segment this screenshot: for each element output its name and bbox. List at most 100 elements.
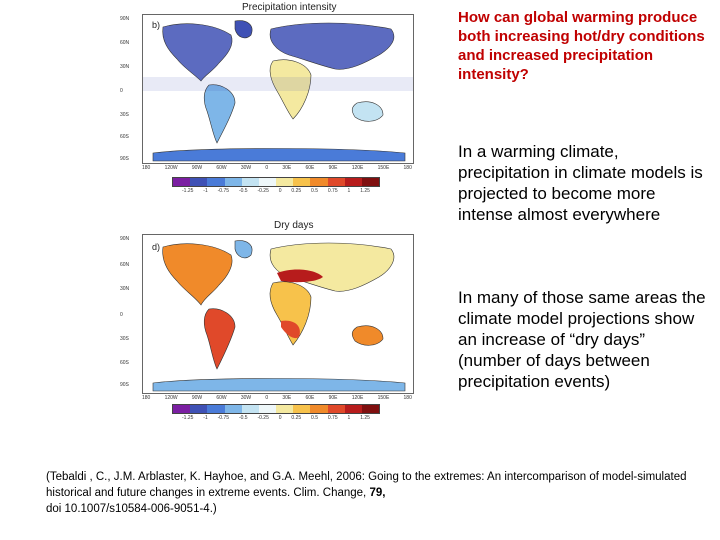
legend-tick: -0.75 (217, 188, 230, 194)
lat-label: 90S (120, 156, 129, 162)
legend-tick: -1 (203, 415, 208, 421)
antarctica-shape (152, 148, 406, 162)
south-america-shape (203, 84, 236, 144)
lon-label: 60W (216, 165, 227, 171)
legend-ticks: -1.25 -1 -0.75 -0.5 -0.25 0 0.25 0.5 0.7… (172, 415, 380, 421)
legend-tick: -0.75 (217, 415, 230, 421)
lon-label: 150E (377, 395, 390, 401)
lat-label: 60S (120, 360, 129, 366)
legend-tick: -1.25 (182, 415, 194, 421)
legend-swatch (241, 178, 259, 186)
paragraph-dry-days: In many of those same areas the climate … (458, 288, 706, 391)
lon-label: 90W (191, 395, 203, 401)
southern-africa-dry-zone (281, 320, 300, 339)
south-america-shape (203, 308, 236, 370)
legend-swatch (344, 405, 362, 413)
north-america-shape (162, 243, 233, 306)
legend-tick: 0 (278, 415, 282, 421)
legend-tick: 0.5 (311, 415, 318, 421)
tropical-ocean-band (143, 77, 413, 91)
legend-tick: 0.75 (327, 188, 338, 194)
legend-tick: -0.5 (238, 188, 248, 194)
paragraph-intensity: In a warming climate, precipitation in c… (458, 142, 703, 224)
dry-days-lon-labels: 180 120W 90W 60W 30W 0 30E 60E 90E 120E … (142, 395, 412, 405)
legend-tick: -1.25 (182, 188, 194, 194)
precip-intensity-panel: Precipitation intensity 90N 60N 30N 0 30… (120, 0, 420, 205)
lon-label: 180 (142, 165, 151, 171)
legend-tick: 1 (347, 415, 351, 421)
legend-tick: 0.25 (291, 415, 302, 421)
lat-label: 90N (120, 16, 130, 22)
lon-label: 60W (216, 395, 227, 401)
lon-label: 30W (240, 165, 252, 171)
lon-label: 120W (164, 395, 178, 401)
citation-text: (Tebaldi , C., J.M. Arblaster, K. Hayhoe… (46, 471, 687, 499)
legend-swatch (207, 178, 225, 186)
dry-days-title: Dry days (274, 220, 314, 231)
lon-label: 180 (403, 165, 412, 171)
legend-swatch (327, 405, 345, 413)
legend-swatch (310, 178, 328, 186)
australia-shape (351, 101, 384, 122)
legend-swatch (207, 405, 225, 413)
lat-label: 30N (120, 64, 130, 70)
lat-label: 30S (120, 336, 129, 342)
lat-label: 90N (120, 236, 130, 242)
legend-colorbar (172, 177, 380, 187)
legend-tick: -0.25 (257, 188, 269, 194)
lon-label: 30W (240, 395, 252, 401)
lon-label: 0 (265, 165, 269, 171)
lat-label: 60N (120, 262, 130, 268)
citation-volume: 79, (369, 487, 386, 499)
dry-days-map-svg (143, 235, 413, 393)
lon-label: 30E (282, 165, 292, 171)
legend-colorbar (172, 404, 380, 414)
legend-swatch (258, 405, 277, 413)
lon-label: 180 (142, 395, 151, 401)
lat-label: 0 (120, 312, 123, 318)
lat-label: 30N (120, 286, 130, 292)
citation: (Tebaldi , C., J.M. Arblaster, K. Hayhoe… (46, 469, 706, 517)
lon-label: 150E (377, 165, 390, 171)
lat-label: 90S (120, 382, 129, 388)
legend-swatch (344, 178, 362, 186)
north-america-shape (162, 23, 233, 82)
lon-label: 60E (305, 395, 315, 401)
dry-days-map (142, 234, 414, 394)
lon-label: 60E (305, 165, 315, 171)
lat-label: 60S (120, 134, 129, 140)
antarctica-shape (152, 378, 406, 392)
precip-intensity-legend: -1.25 -1 -0.75 -0.5 -0.25 0 0.25 0.5 0.7… (172, 177, 380, 195)
legend-swatch (258, 178, 277, 186)
precip-intensity-map (142, 14, 414, 164)
legend-tick: -0.5 (238, 415, 248, 421)
legend-tick: 1 (347, 188, 351, 194)
legend-swatch (224, 178, 242, 186)
lon-label: 0 (265, 395, 269, 401)
lon-label: 120E (351, 165, 364, 171)
legend-swatch (173, 178, 191, 186)
legend-swatch (276, 405, 294, 413)
legend-swatch (190, 178, 208, 186)
legend-swatch (293, 178, 311, 186)
legend-swatch (276, 178, 294, 186)
greenland-shape (234, 240, 253, 259)
lon-label: 120W (164, 165, 178, 171)
precip-intensity-panel-letter: b) (152, 20, 161, 30)
eurasia-shape (269, 22, 395, 70)
legend-swatch (361, 405, 380, 413)
legend-swatch (173, 405, 191, 413)
precip-intensity-map-svg (143, 15, 413, 163)
legend-ticks: -1.25 -1 -0.75 -0.5 -0.25 0 0.25 0.5 0.7… (172, 188, 380, 194)
greenland-shape (234, 20, 253, 39)
legend-swatch (327, 178, 345, 186)
legend-swatch (241, 405, 259, 413)
lon-label: 90W (191, 165, 203, 171)
lon-label: 180 (403, 395, 412, 401)
lat-label: 30S (120, 112, 129, 118)
lon-label: 120E (351, 395, 364, 401)
legend-tick: 0 (278, 188, 282, 194)
dry-days-panel: Dry days 90N 60N 30N 0 30S 60S 90S d) 18… (120, 218, 420, 423)
lon-label: 90E (328, 165, 338, 171)
australia-shape (351, 325, 384, 346)
